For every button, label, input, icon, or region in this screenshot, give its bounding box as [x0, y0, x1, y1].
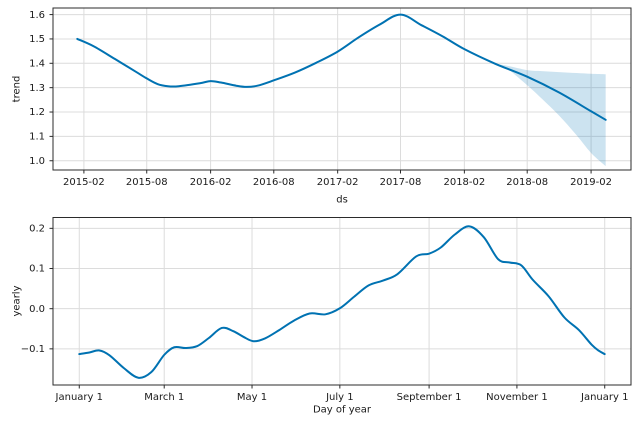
y-tick-label: 1.3 — [29, 83, 45, 94]
trend-x-axis-label: ds — [336, 194, 348, 206]
yearly-chart: January 1 March 1 May 1 July 1 September 1 No… — [0, 212, 638, 424]
x-tick-label: January 1 — [580, 392, 628, 403]
x-tick-label: 2015-02 — [63, 177, 105, 188]
y-tick-label: 1.5 — [29, 34, 45, 45]
y-tick-label: 0.2 — [29, 224, 45, 235]
y-tick-label: 1.6 — [29, 10, 45, 21]
uncertainty-band — [495, 63, 606, 167]
x-tick-label: 2015-08 — [126, 177, 168, 188]
y-tick-label: 1.1 — [29, 132, 45, 143]
yearly-line — [78, 225, 606, 379]
yearly-plot-svg: January 1 March 1 May 1 July 1 September 1 No… — [21, 217, 632, 403]
tick-labels: January 1 March 1 May 1 July 1 September 1 No… — [21, 224, 629, 403]
tick-marks — [49, 14, 592, 174]
tick-marks — [49, 227, 606, 389]
trend-chart: 2015-02 2015-08 2016-02 2016-08 2017-02 2017-… — [29, 7, 632, 188]
x-tick-label: November 1 — [486, 392, 548, 403]
yearly-x-axis-label: Day of year — [312, 404, 372, 416]
x-tick-label: March 1 — [144, 392, 184, 403]
plot-border — [52, 7, 632, 171]
x-tick-label: January 1 — [55, 392, 103, 403]
x-tick-label: 2019-02 — [570, 177, 612, 188]
trend-plot-svg: 2015-02 2015-08 2016-02 2016-08 2017-02 2017-… — [29, 7, 632, 188]
trend-line — [76, 13, 607, 121]
x-tick-label: September 1 — [397, 392, 462, 403]
y-tick-label: 1.4 — [29, 58, 45, 69]
x-tick-label: 2017-02 — [317, 177, 359, 188]
yearly-y-axis-label: yearly — [11, 285, 23, 317]
x-tick-label: July 1 — [325, 392, 354, 403]
y-tick-label: 1.0 — [29, 156, 45, 167]
y-tick-label: 0.0 — [29, 304, 45, 315]
x-tick-label: May 1 — [237, 392, 267, 403]
grid-lines — [53, 8, 631, 170]
y-tick-label: 0.1 — [29, 264, 45, 275]
trend-y-axis-label: trend — [11, 75, 23, 103]
plot-border — [52, 217, 632, 386]
x-tick-label: 2016-02 — [190, 177, 232, 188]
x-tick-label: 2017-08 — [380, 177, 422, 188]
x-tick-label: 2018-02 — [443, 177, 485, 188]
tick-labels: 2015-02 2015-08 2016-02 2016-08 2017-02 2017-… — [29, 10, 612, 188]
y-tick-label: −0.1 — [21, 344, 45, 355]
y-tick-label: 1.2 — [29, 107, 45, 118]
grid-lines — [53, 217, 631, 385]
x-tick-label: 2018-08 — [506, 177, 548, 188]
x-tick-label: 2016-08 — [253, 177, 295, 188]
